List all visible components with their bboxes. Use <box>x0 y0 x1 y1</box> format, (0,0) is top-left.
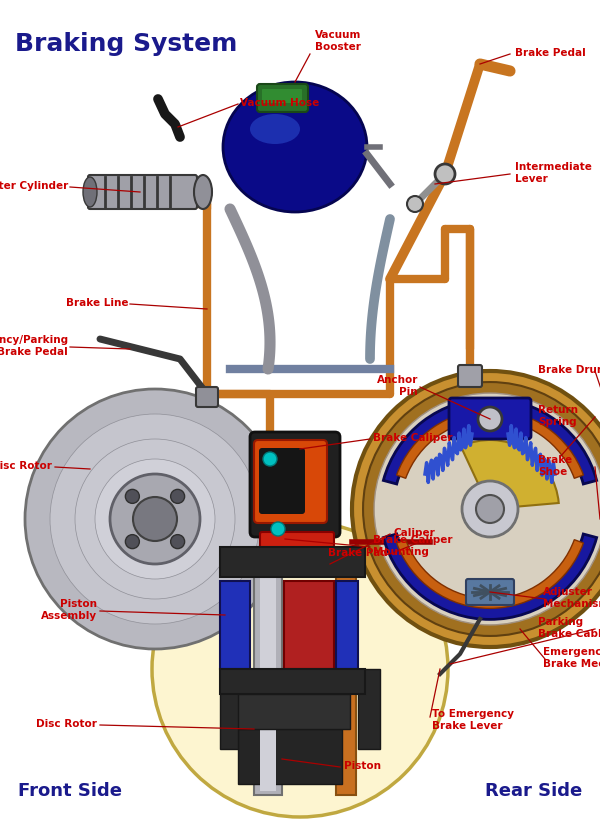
Ellipse shape <box>194 176 212 209</box>
Text: Emergency/Parking
Brake Pedal: Emergency/Parking Brake Pedal <box>0 335 68 356</box>
Circle shape <box>435 165 455 185</box>
Text: Parking
Brake Cable: Parking Brake Cable <box>538 617 600 638</box>
Circle shape <box>133 498 177 542</box>
Text: Brake Line: Brake Line <box>65 297 128 308</box>
Text: Brake
Shoe: Brake Shoe <box>538 455 572 476</box>
Circle shape <box>407 197 423 213</box>
Circle shape <box>271 522 285 537</box>
Circle shape <box>25 389 285 649</box>
FancyBboxPatch shape <box>257 85 308 113</box>
FancyBboxPatch shape <box>260 532 334 548</box>
Circle shape <box>125 490 139 503</box>
FancyBboxPatch shape <box>254 440 327 523</box>
Text: Rear Side: Rear Side <box>485 781 582 799</box>
FancyBboxPatch shape <box>466 580 514 605</box>
FancyBboxPatch shape <box>358 669 380 749</box>
FancyBboxPatch shape <box>458 365 482 388</box>
Text: Disc Rotor: Disc Rotor <box>36 718 97 728</box>
Text: Piston: Piston <box>344 760 381 770</box>
FancyBboxPatch shape <box>262 90 302 104</box>
Circle shape <box>476 495 504 523</box>
Text: Front Side: Front Side <box>18 781 122 799</box>
FancyBboxPatch shape <box>254 547 282 795</box>
Circle shape <box>170 535 185 549</box>
FancyBboxPatch shape <box>220 669 365 694</box>
Text: Anchor
Pin: Anchor Pin <box>377 375 418 397</box>
Text: Piston
Assembly: Piston Assembly <box>41 599 97 620</box>
Wedge shape <box>383 534 596 619</box>
Circle shape <box>95 460 215 580</box>
Text: Intermediate
Lever: Intermediate Lever <box>515 162 592 184</box>
Circle shape <box>374 393 600 625</box>
Text: Brake Drum: Brake Drum <box>538 364 600 374</box>
Text: Brake Caliper: Brake Caliper <box>373 432 452 442</box>
Text: To Emergency
Brake Lever: To Emergency Brake Lever <box>432 708 514 730</box>
FancyBboxPatch shape <box>220 581 250 669</box>
FancyBboxPatch shape <box>230 694 350 729</box>
Text: Master Cylinder: Master Cylinder <box>0 181 68 190</box>
Circle shape <box>75 440 235 599</box>
Wedge shape <box>397 410 583 479</box>
Wedge shape <box>383 399 596 484</box>
FancyBboxPatch shape <box>88 176 197 209</box>
Circle shape <box>170 490 185 503</box>
Text: Emergency
Brake Mechanism: Emergency Brake Mechanism <box>543 647 600 668</box>
Circle shape <box>125 535 139 549</box>
Circle shape <box>152 522 448 817</box>
Circle shape <box>462 481 518 537</box>
Ellipse shape <box>250 115 300 145</box>
Text: Adjuster
Mechanism: Adjuster Mechanism <box>543 586 600 608</box>
Circle shape <box>352 372 600 647</box>
Text: Vacuum
Booster: Vacuum Booster <box>315 31 361 52</box>
FancyBboxPatch shape <box>336 581 358 669</box>
Text: Brake Caliper
Mounting: Brake Caliper Mounting <box>373 535 452 556</box>
Circle shape <box>363 383 600 636</box>
FancyBboxPatch shape <box>196 388 218 407</box>
FancyBboxPatch shape <box>336 547 356 795</box>
Ellipse shape <box>83 178 97 208</box>
Circle shape <box>50 415 260 624</box>
Text: Disc Rotor: Disc Rotor <box>0 460 52 470</box>
Text: Brake Pad: Brake Pad <box>328 547 388 557</box>
FancyBboxPatch shape <box>220 669 238 749</box>
Text: Brake Pedal: Brake Pedal <box>515 48 586 58</box>
Circle shape <box>263 452 277 466</box>
Circle shape <box>478 407 502 431</box>
FancyBboxPatch shape <box>284 581 334 669</box>
FancyBboxPatch shape <box>449 398 531 440</box>
Circle shape <box>110 474 200 565</box>
Text: Caliper: Caliper <box>393 527 435 537</box>
FancyBboxPatch shape <box>250 432 340 537</box>
Text: Vacuum Hose: Vacuum Hose <box>240 98 319 108</box>
Wedge shape <box>461 440 559 509</box>
FancyBboxPatch shape <box>220 547 365 577</box>
FancyBboxPatch shape <box>259 449 305 514</box>
FancyBboxPatch shape <box>260 551 276 791</box>
Text: Return
Spring: Return Spring <box>538 405 578 426</box>
Text: Braking System: Braking System <box>15 32 238 56</box>
Ellipse shape <box>223 83 367 213</box>
FancyBboxPatch shape <box>238 729 342 784</box>
Wedge shape <box>397 540 583 609</box>
